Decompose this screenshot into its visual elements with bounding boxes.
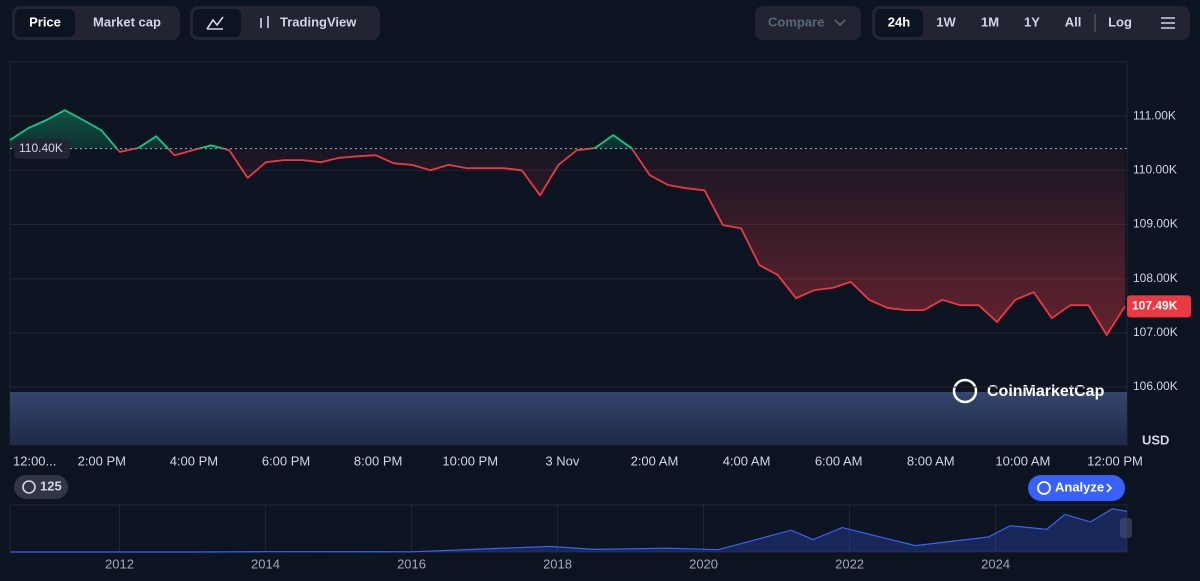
range-1w[interactable]: 1W — [936, 14, 956, 29]
baseline-tag — [14, 138, 70, 159]
x-tick-label: 12:00... — [13, 453, 56, 468]
range-1y[interactable]: 1Y — [1024, 14, 1040, 29]
x-tick-label: 2:00 AM — [631, 453, 679, 468]
baseline-label: 110.40K — [19, 141, 63, 155]
badge-count: 125 — [40, 478, 62, 493]
navigator-line — [10, 508, 1128, 553]
current-price-label: 107.49K — [1132, 298, 1178, 312]
x-tick-label: 6:00 AM — [815, 453, 863, 468]
navigator-tick-label: 2018 — [543, 556, 572, 571]
x-tick-label: 10:00 PM — [442, 453, 498, 468]
x-tick-label: 8:00 PM — [354, 453, 402, 468]
area-fill — [10, 110, 1125, 335]
x-tick-label: 8:00 AM — [907, 453, 955, 468]
navigator-tick-label: 2020 — [689, 556, 718, 571]
settings-icon[interactable] — [1161, 17, 1175, 29]
analyze-label[interactable]: Analyze — [1055, 479, 1104, 494]
x-tick-label: 4:00 PM — [170, 453, 218, 468]
price-line — [9, 109, 1126, 336]
log-toggle[interactable]: Log — [1108, 14, 1132, 29]
navigator-tick-label: 2022 — [835, 556, 864, 571]
range-1m[interactable]: 1M — [981, 14, 999, 29]
volume-band — [10, 392, 1127, 445]
logo — [952, 378, 978, 404]
x-tick-label: 3 Nov — [545, 453, 579, 468]
line-tab[interactable] — [193, 9, 241, 37]
range-active[interactable] — [875, 9, 923, 37]
navigator-tick-label: 2014 — [251, 556, 280, 571]
analyze-icon — [1037, 481, 1051, 495]
y-tick-label: 107.00K — [1133, 325, 1178, 339]
analyze-chevron — [1106, 483, 1113, 493]
x-tick-label: 6:00 PM — [262, 453, 310, 468]
line-icon — [206, 16, 224, 30]
candle-icon — [260, 16, 269, 28]
compare-dropdown[interactable] — [755, 6, 861, 40]
y-tick-label: 106.00K — [1133, 379, 1178, 393]
y-tick-label: 109.00K — [1133, 217, 1178, 231]
analyze-button[interactable] — [1028, 475, 1125, 501]
compare-label: Compare — [768, 14, 824, 29]
history-icon — [22, 480, 36, 494]
tab-active[interactable] — [15, 9, 75, 37]
y-tick-label: 108.00K — [1133, 271, 1178, 285]
x-tick-label: 12:00 PM — [1087, 453, 1143, 468]
range-tabs — [872, 6, 1190, 40]
watermark-text: CoinMarketCap — [987, 383, 1105, 400]
currency-label: USD — [1142, 432, 1169, 447]
tab-market-cap[interactable]: Market cap — [93, 14, 161, 29]
range-all[interactable]: All — [1065, 14, 1082, 29]
y-tick-label: 110.00K — [1133, 163, 1177, 177]
y-tick-label: 111.00K — [1133, 108, 1176, 122]
tab-price[interactable]: Price — [29, 14, 61, 29]
chevron — [834, 19, 846, 27]
x-tick-label: 4:00 AM — [723, 453, 771, 468]
navigator-tick-label: 2016 — [397, 556, 426, 571]
navigator-handle[interactable] — [1120, 518, 1132, 538]
tab-tradingview[interactable]: TradingView — [280, 14, 357, 29]
navigator-tick-label: 2024 — [981, 556, 1010, 571]
navigator-tick-label: 2012 — [105, 556, 134, 571]
current-price-tag — [1127, 295, 1191, 318]
navigator-area — [10, 508, 1127, 552]
range-24h[interactable]: 24h — [888, 14, 910, 29]
x-tick-label: 2:00 PM — [78, 453, 126, 468]
x-tick-label: 10:00 AM — [995, 453, 1050, 468]
